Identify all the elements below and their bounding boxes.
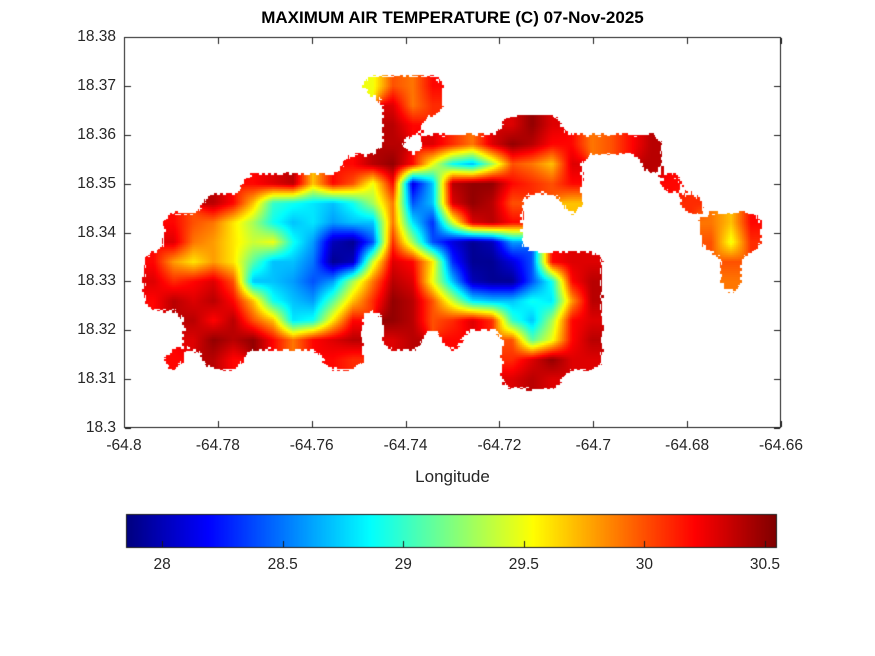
chart-title: MAXIMUM AIR TEMPERATURE (C) 07-Nov-2025 <box>261 8 644 27</box>
colorbar-tick-label: 28.5 <box>267 556 298 573</box>
y-tick-label: 18.32 <box>77 321 116 339</box>
x-tick-label: -64.78 <box>195 437 240 454</box>
y-tick-label: 18.31 <box>77 370 116 388</box>
colorbar-tick-label: 29 <box>394 556 412 573</box>
x-tick-label: -64.7 <box>575 437 611 454</box>
y-tick-label: 18.35 <box>77 174 116 192</box>
x-tick-label: -64.74 <box>383 437 428 454</box>
x-tick-label: -64.66 <box>759 437 803 454</box>
x-tick-label: -64.68 <box>665 437 710 454</box>
y-tick-label: 18.3 <box>85 419 116 436</box>
colorbar-tick-label: 28 <box>153 556 171 573</box>
x-tick-label: -64.8 <box>106 437 142 454</box>
colorbar-tick-label: 30 <box>635 556 653 573</box>
x-tick-label: -64.76 <box>289 437 334 454</box>
x-tick-label: -64.72 <box>477 437 522 454</box>
colorbar-tick-label: 30.5 <box>749 556 781 573</box>
colorbar-tick-label: 29.5 <box>508 556 539 573</box>
y-tick-label: 18.34 <box>77 223 116 241</box>
x-axis-label: Longitude <box>415 467 490 486</box>
y-tick-label: 18.37 <box>77 76 116 94</box>
y-tick-label: 18.36 <box>77 125 116 143</box>
y-tick-label: 18.33 <box>77 272 116 290</box>
y-tick-label: 18.38 <box>77 28 116 45</box>
